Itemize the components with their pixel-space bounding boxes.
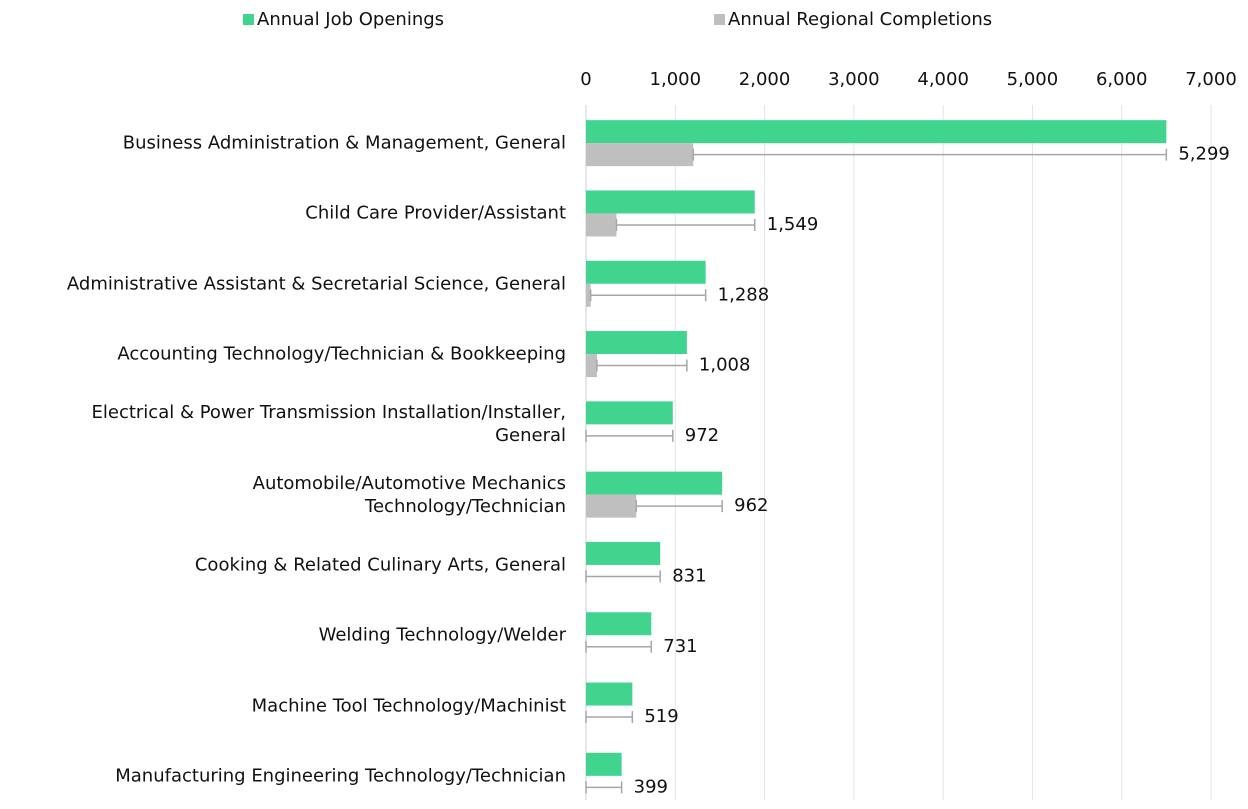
data-label: 831 <box>672 565 706 586</box>
error-bar <box>585 570 661 583</box>
data-label: 731 <box>663 636 697 657</box>
error-bar <box>596 359 688 372</box>
legend-label: Annual Regional Completions <box>728 9 992 30</box>
error-bar <box>585 781 623 794</box>
error-bar <box>585 640 653 653</box>
x-tick-label: 7,000 <box>1185 69 1237 90</box>
bar <box>586 494 637 518</box>
x-tick-label: 3,000 <box>828 69 880 90</box>
x-tick-label: 2,000 <box>739 69 791 90</box>
error-bar <box>589 289 707 302</box>
y-tick-label: Accounting Technology/Technician & Bookk… <box>117 343 566 365</box>
bar <box>586 213 617 237</box>
bar <box>586 401 673 425</box>
bar <box>586 331 687 355</box>
x-tick-label: 0 <box>580 69 591 90</box>
data-label: 1,549 <box>767 214 819 235</box>
legend-swatch <box>243 14 254 25</box>
y-tick-label: Manufacturing Engineering Technology/Tec… <box>115 765 566 787</box>
legend-label: Annual Job Openings <box>257 9 444 30</box>
data-label: 1,288 <box>718 284 770 305</box>
error-bar <box>585 429 674 442</box>
bar <box>586 682 633 706</box>
y-tick-label: Machine Tool Technology/Machinist <box>251 695 566 717</box>
y-tick-label: Electrical & Power Transmission Installa… <box>91 402 567 447</box>
y-tick-label: Welding Technology/Welder <box>318 624 566 646</box>
bar <box>586 354 597 378</box>
y-tick-label: Child Care Provider/Assistant <box>305 202 566 224</box>
data-label: 1,008 <box>699 355 751 376</box>
bar <box>586 120 1167 144</box>
bar <box>586 190 755 214</box>
error-bar <box>635 500 723 513</box>
data-label: 962 <box>734 495 768 516</box>
y-tick-label: Administrative Assistant & Secretarial S… <box>66 273 566 295</box>
data-label: 399 <box>634 776 668 797</box>
y-tick-label: Cooking & Related Culinary Arts, General <box>194 554 566 576</box>
bar <box>586 752 622 776</box>
x-tick-label: 1,000 <box>650 69 702 90</box>
bar <box>586 612 652 636</box>
bar <box>586 471 723 495</box>
bar <box>586 283 591 307</box>
bar <box>586 541 661 565</box>
data-label: 519 <box>644 706 678 727</box>
error-bar <box>615 218 756 231</box>
y-tick-label: Automobile/Automotive Mechanics Technolo… <box>252 472 566 517</box>
legend-swatch <box>714 14 725 25</box>
y-tick-label: Business Administration & Management, Ge… <box>122 132 566 154</box>
bar <box>586 260 706 284</box>
error-bar <box>585 711 634 724</box>
error-bar <box>692 148 1168 161</box>
data-label: 5,299 <box>1178 144 1230 165</box>
x-tick-label: 5,000 <box>1007 69 1059 90</box>
data-label: 972 <box>685 425 719 446</box>
x-tick-label: 4,000 <box>917 69 969 90</box>
bar <box>586 143 694 167</box>
x-tick-label: 6,000 <box>1096 69 1148 90</box>
